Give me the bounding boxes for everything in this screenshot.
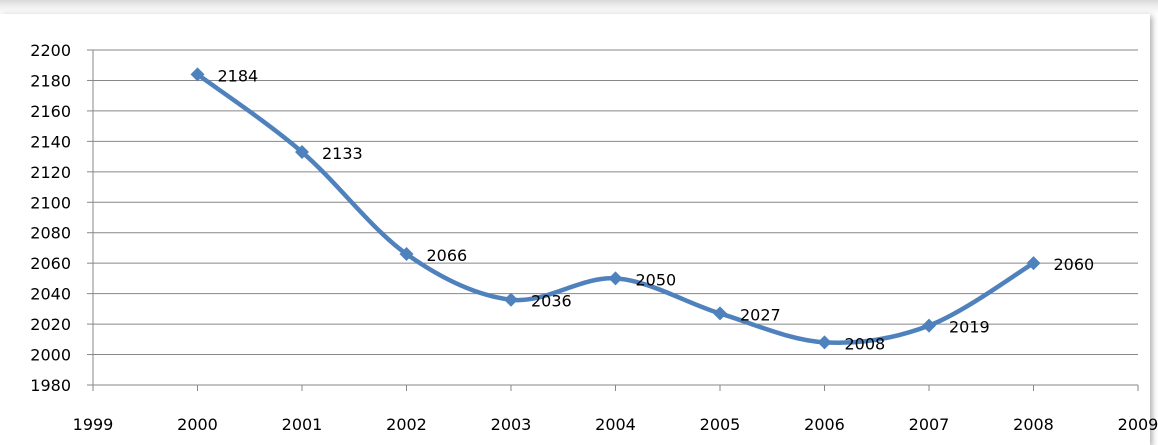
y-tick-label: 2140 [30, 132, 71, 151]
y-tick-label: 2200 [30, 41, 71, 60]
x-tick-label: 2009 [1118, 415, 1158, 434]
data-label: 2184 [218, 66, 259, 85]
series-line [195, 72, 1036, 345]
axes: 1980 2000 2020 2040 2060 2080 2100 2120 2140 2160… [30, 41, 1158, 434]
y-tick-label: 2180 [30, 71, 71, 90]
data-point-marker [817, 335, 832, 350]
x-tick-label: 2003 [491, 415, 532, 434]
data-point-marker [399, 247, 414, 262]
x-tick-label: 2005 [700, 415, 741, 434]
series-line-layer [195, 72, 1036, 345]
y-tick-label: 1980 [30, 376, 71, 395]
data-label: 2036 [531, 292, 572, 311]
x-tick-label: 2000 [177, 415, 218, 434]
data-point-marker [1026, 256, 1041, 271]
data-label: 2008 [845, 334, 886, 353]
markers [190, 67, 1041, 350]
y-tick-label: 2040 [30, 285, 71, 304]
y-tick-label: 2080 [30, 224, 71, 243]
data-point-marker [504, 292, 518, 307]
labels: 2184 2133 2066 2036 2050 2027 2008 2019 2060 [218, 66, 1095, 353]
y-tick-label: 2000 [30, 346, 71, 365]
data-label: 2027 [740, 305, 781, 324]
data-point-marker [295, 145, 309, 160]
data-point-marker [922, 318, 936, 333]
y-tick-label: 2100 [30, 193, 71, 212]
gridlines [93, 49, 1138, 386]
x-tick-label: 2006 [804, 415, 845, 434]
x-tick-label: 2004 [595, 415, 636, 434]
data-label: 2019 [949, 318, 990, 337]
data-point-marker [608, 271, 623, 286]
y-tick-label: 2120 [30, 163, 71, 182]
data-label: 2050 [636, 270, 677, 289]
x-tick-label: 2002 [386, 415, 427, 434]
x-tick-label: 2001 [282, 415, 323, 434]
y-tick-label: 2160 [30, 102, 71, 121]
data-point-marker [190, 67, 205, 82]
y-tick-label: 2020 [30, 315, 71, 334]
chart-panel [0, 14, 1150, 445]
y-tick-label: 2060 [30, 254, 71, 273]
data-label: 2066 [427, 246, 468, 265]
data-point-marker [713, 306, 727, 321]
x-tick-label: 2008 [1013, 415, 1054, 434]
data-label: 2133 [322, 144, 363, 163]
data-label: 2060 [1054, 255, 1095, 274]
x-tick-label: 2007 [909, 415, 950, 434]
x-tick-label: 1999 [73, 415, 114, 434]
